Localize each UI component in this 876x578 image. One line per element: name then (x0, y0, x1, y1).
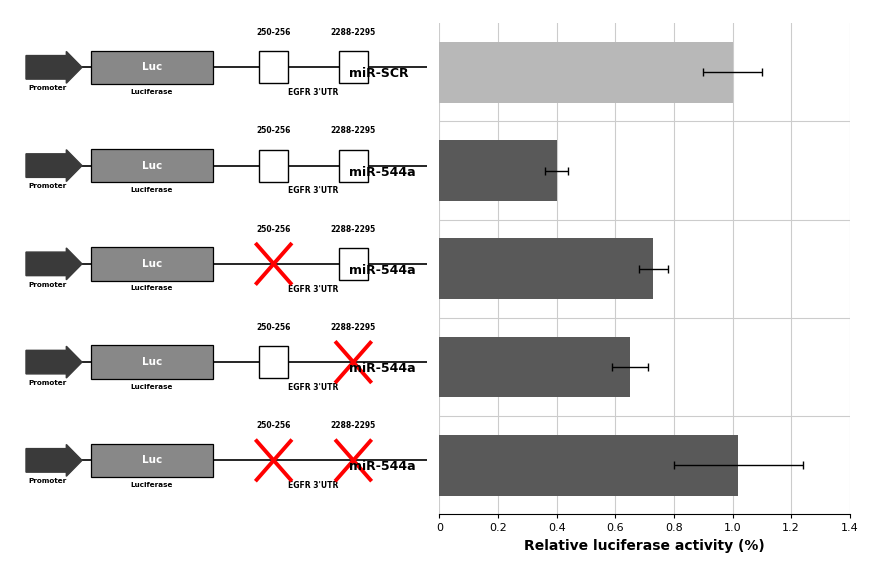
Text: Promoter: Promoter (28, 478, 67, 484)
Text: Luc: Luc (142, 62, 162, 72)
Text: 250-256: 250-256 (257, 28, 291, 37)
FancyBboxPatch shape (90, 444, 214, 477)
Text: Promoter: Promoter (28, 85, 67, 91)
Bar (339, 51, 368, 83)
Text: EGFR 3'UTR: EGFR 3'UTR (288, 187, 339, 195)
Text: Luc: Luc (142, 161, 162, 171)
Bar (440, 336, 630, 398)
Text: Promoter: Promoter (28, 183, 67, 189)
FancyArrow shape (26, 346, 82, 378)
Bar (440, 140, 557, 201)
FancyBboxPatch shape (90, 346, 214, 379)
Text: EGFR 3'UTR: EGFR 3'UTR (288, 481, 339, 490)
Text: Luc: Luc (142, 357, 162, 367)
Text: Luciferase: Luciferase (131, 187, 173, 193)
Text: 2288-2295: 2288-2295 (331, 323, 376, 332)
Bar (259, 346, 288, 378)
Text: EGFR 3'UTR: EGFR 3'UTR (288, 383, 339, 392)
Text: Luciferase: Luciferase (131, 384, 173, 390)
FancyArrow shape (26, 51, 82, 83)
Text: Promoter: Promoter (28, 380, 67, 386)
Text: 250-256: 250-256 (257, 224, 291, 234)
FancyBboxPatch shape (90, 51, 214, 84)
Text: Luciferase: Luciferase (131, 286, 173, 291)
Text: 250-256: 250-256 (257, 323, 291, 332)
FancyArrow shape (26, 150, 82, 181)
Text: EGFR 3'UTR: EGFR 3'UTR (288, 88, 339, 97)
Text: 2288-2295: 2288-2295 (331, 421, 376, 430)
Text: 250-256: 250-256 (257, 127, 291, 135)
Bar (440, 435, 738, 496)
Text: EGFR 3'UTR: EGFR 3'UTR (288, 285, 339, 294)
FancyBboxPatch shape (90, 247, 214, 280)
Text: 250-256: 250-256 (257, 421, 291, 430)
Bar (440, 42, 732, 103)
FancyArrow shape (26, 444, 82, 476)
Text: 2288-2295: 2288-2295 (331, 28, 376, 37)
Bar (339, 248, 368, 280)
Bar (440, 238, 653, 299)
Text: Luciferase: Luciferase (131, 89, 173, 95)
Text: Promoter: Promoter (28, 281, 67, 287)
Text: Luciferase: Luciferase (131, 482, 173, 488)
Text: Luc: Luc (142, 455, 162, 465)
Bar (339, 150, 368, 181)
Bar (259, 51, 288, 83)
Text: 2288-2295: 2288-2295 (331, 127, 376, 135)
FancyBboxPatch shape (90, 149, 214, 182)
FancyArrow shape (26, 248, 82, 280)
X-axis label: Relative luciferase activity (%): Relative luciferase activity (%) (524, 539, 765, 553)
Bar (259, 150, 288, 181)
Text: Luc: Luc (142, 259, 162, 269)
Text: 2288-2295: 2288-2295 (331, 224, 376, 234)
